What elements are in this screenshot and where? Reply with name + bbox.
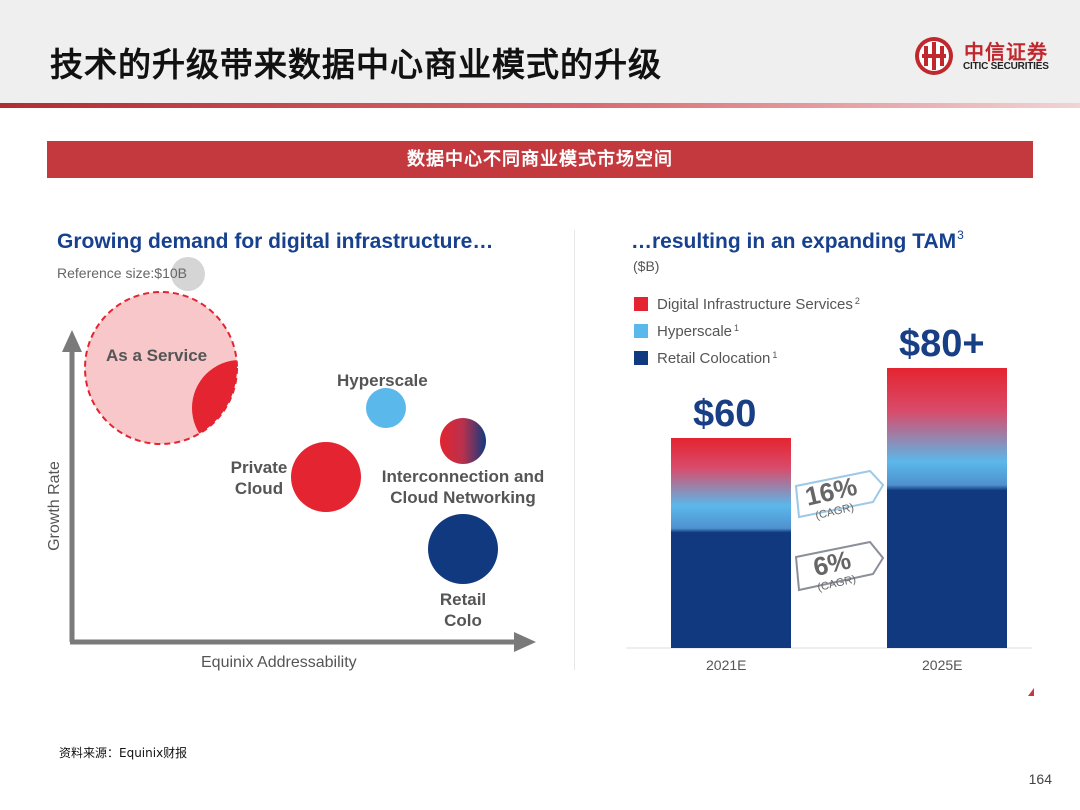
reference-size-value: $10B (154, 265, 187, 281)
bar-value-2025e: $80+ (899, 323, 985, 365)
unit-label: ($B) (633, 258, 660, 274)
x-tick-2025e: 2025E (922, 657, 963, 673)
reference-size-bubble (171, 257, 205, 291)
source-note: 资料来源：Equinix财报 (59, 746, 188, 760)
header-bar (0, 0, 1080, 106)
logo-chinese-text: 中信证券 (964, 40, 1048, 64)
x-axis-label: Equinix Addressability (201, 654, 357, 671)
citic-logo: 中信证券 CITIC SECURITIES (914, 34, 1064, 80)
hyperscale-label: Hyperscale (337, 371, 428, 390)
retail-colo-bubble (428, 514, 498, 584)
legend-swatch (634, 324, 648, 338)
legend-item-retail: Retail Colocation 1 (634, 350, 777, 367)
bar-value-2021e: $60 (693, 393, 757, 435)
interconnection-bubble (440, 418, 486, 464)
citic-emblem-icon (915, 37, 953, 75)
cagr-arrow-retail (794, 540, 885, 592)
legend-item-services: Digital Infrastructure Services 2 (634, 296, 860, 313)
right-panel-title: …resulting in an expanding TAM3 (631, 228, 964, 253)
interconnection-label: Interconnection and Cloud Networking (381, 467, 545, 507)
bar-2021e (671, 438, 791, 648)
retail-colo-label: Retail Colo (439, 590, 487, 630)
legend-item-hyperscale: Hyperscale 1 (634, 323, 739, 340)
bubble-chart (62, 291, 536, 652)
tam-bar-chart: 16% (CAGR) 6% (CAGR) (626, 368, 1032, 649)
private-cloud-bubble (291, 442, 361, 512)
bar-2025e (887, 368, 1007, 648)
panel-divider (574, 230, 575, 670)
reference-size-label: Reference size:$10B (57, 265, 187, 281)
private-cloud-label: Private Cloud (230, 458, 288, 498)
page-title: 技术的升级带来数据中心商业模式的升级 (50, 45, 662, 84)
legend-swatch (634, 351, 648, 365)
legend-swatch (634, 297, 648, 311)
page-number: 164 (1028, 771, 1052, 787)
x-tick-2021e: 2021E (706, 657, 747, 673)
hyperscale-bubble (366, 388, 406, 428)
header-divider (0, 103, 1080, 108)
y-axis-arrow (62, 330, 82, 352)
section-banner: 数据中心不同商业模式市场空间 (47, 141, 1033, 178)
cagr-arrow-services (794, 469, 885, 519)
corner-marker (1028, 688, 1034, 696)
left-panel-title: Growing demand for digital infrastructur… (57, 230, 494, 253)
x-axis-arrow (514, 632, 536, 652)
as-a-service-label: As a Service (106, 346, 208, 365)
logo-english-text: CITIC SECURITIES (963, 61, 1049, 72)
